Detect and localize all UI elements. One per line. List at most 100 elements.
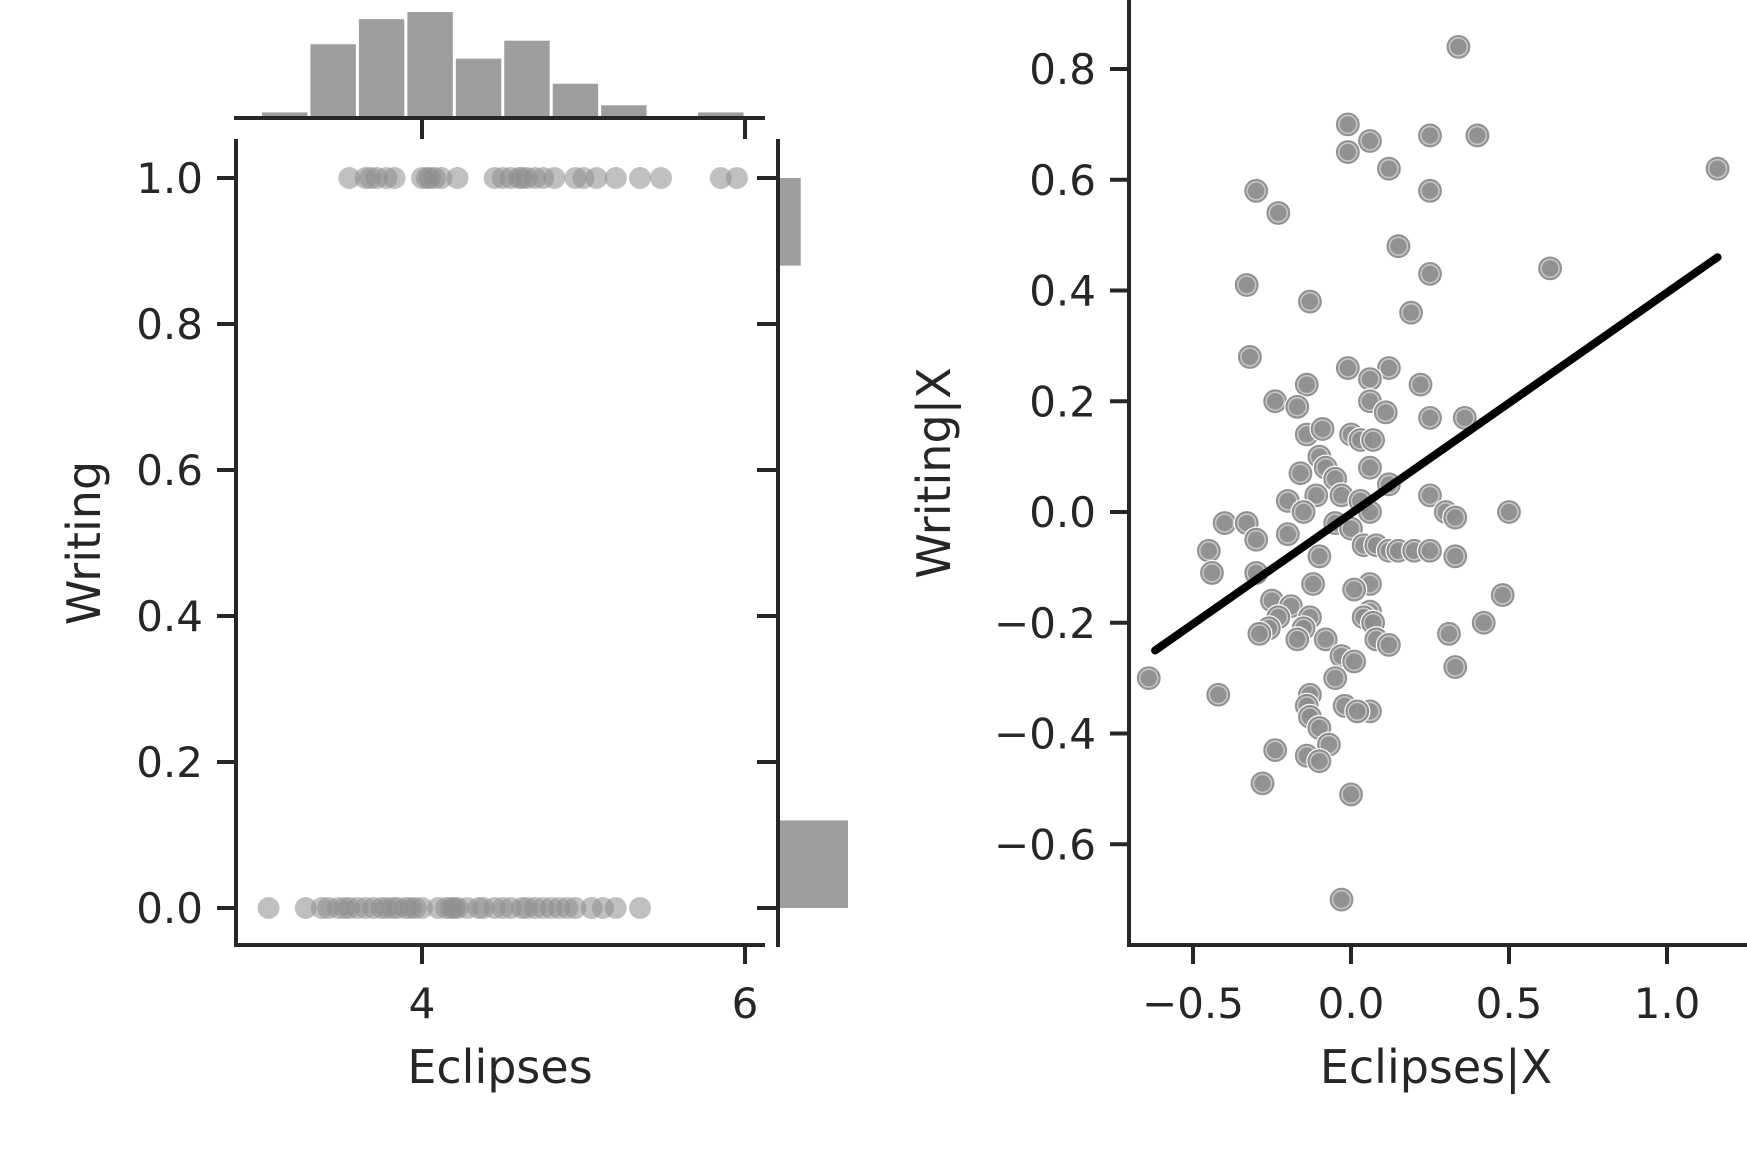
marginal-y-bar [780, 178, 801, 266]
partial-point-ring [1445, 657, 1466, 677]
marginal-y-histogram [757, 139, 848, 947]
joint-y-axis-title: Writing [57, 461, 111, 625]
partial-point-ring [1331, 889, 1352, 910]
joint-point [725, 167, 748, 189]
marginal-y-ticks [757, 176, 778, 910]
marginal-x-bar [262, 112, 308, 116]
joint-point [709, 167, 732, 189]
partial-x-axis-title: Eclipses|X [1320, 1040, 1552, 1095]
partial-point-ring [1312, 419, 1333, 439]
marginal-x-bar [698, 112, 744, 116]
partial-point-ring [1448, 37, 1469, 57]
partial-point-ring [1338, 114, 1358, 135]
joint-point [294, 897, 317, 919]
joint-y-ticks: 0.0 0.2 0.4 0.6 0.8 1.0 [136, 154, 236, 933]
marginal-y-bar [780, 820, 848, 908]
joint-point [543, 167, 566, 189]
joint-y-tick-label: 0.0 [136, 884, 203, 933]
partial-point-ring [1315, 629, 1336, 650]
partial-point-ring [1208, 684, 1229, 705]
partial-point-ring [1379, 635, 1399, 655]
joint-x-tick-label: 6 [732, 979, 759, 1028]
partial-point-ring [1199, 541, 1219, 561]
partial-y-tick-label: 0.6 [1029, 156, 1096, 205]
partial-point-ring [1492, 585, 1513, 605]
partial-point-ring [1252, 773, 1273, 794]
partial-x-tick-label: 0.5 [1476, 979, 1543, 1028]
partial-x-tick-label: 0.0 [1318, 979, 1385, 1028]
partial-point-ring [1303, 574, 1323, 594]
partial-point-ring [1139, 668, 1159, 688]
joint-point [650, 167, 673, 189]
joint-point [446, 167, 469, 189]
marginal-x-bars [262, 12, 744, 117]
partial-point-ring [1360, 457, 1380, 478]
partial-point-ring [1306, 485, 1326, 506]
partial-point-ring [1287, 397, 1308, 417]
joint-point [629, 167, 652, 189]
partial-point-ring [1268, 203, 1289, 223]
partial-point-ring [1420, 485, 1440, 506]
partial-point-ring [1445, 507, 1466, 528]
partial-point-ring [1344, 651, 1364, 672]
partial-point-ring [1540, 258, 1560, 279]
partial-point-ring [1347, 701, 1368, 722]
partial-point-ring [1401, 302, 1421, 323]
partial-point-ring [1246, 181, 1266, 201]
partial-y-tick-label: −0.4 [994, 710, 1096, 759]
partial-point-ring [1455, 408, 1475, 428]
joint-point [411, 897, 433, 919]
partial-y-tick-label: −0.2 [994, 599, 1096, 648]
joint-point [629, 897, 652, 919]
joint-x-tick-label: 4 [409, 979, 436, 1028]
partial-x-tick-label: 1.0 [1634, 979, 1701, 1028]
marginal-x-bar [504, 40, 550, 117]
partial-point-ring [1202, 563, 1222, 583]
partial-point-ring [1499, 502, 1519, 522]
partial-point-ring [1376, 402, 1396, 423]
regression-fit-line [1151, 253, 1722, 655]
marginal-x-histogram [234, 12, 765, 139]
joint-point [383, 167, 406, 189]
marginal-y-bars [780, 178, 848, 908]
partial-point-ring [1341, 518, 1361, 539]
partial-y-tick-label: 0.4 [1029, 267, 1096, 316]
partial-point-ring [1293, 502, 1314, 522]
joint-y-tick-label: 0.4 [136, 592, 203, 641]
partial-point-ring [1236, 275, 1257, 295]
partial-point-ring [1265, 391, 1285, 411]
partial-point-ring [1344, 579, 1364, 600]
partial-point-ring [1379, 158, 1399, 179]
joint-x-axis-title: Eclipses [407, 1040, 592, 1094]
joint-point [564, 897, 587, 919]
partial-point-ring [1439, 624, 1459, 644]
partial-y-tick-label: 0.2 [1029, 377, 1096, 426]
joint-y-tick-label: 0.6 [136, 446, 203, 495]
partial-point-ring [1388, 236, 1409, 256]
partial-point-ring [1379, 358, 1399, 378]
joint-point [257, 897, 280, 919]
partial-point-ring [1707, 158, 1728, 179]
partial-point-ring [1420, 541, 1440, 561]
marginal-x-bar [601, 105, 647, 116]
partial-point-ring [1420, 408, 1440, 428]
partial-y-axis-title: Writing|X [907, 367, 962, 578]
partial-point-ring [1360, 131, 1380, 151]
joint-points [257, 167, 748, 919]
partial-point-ring [1300, 291, 1320, 312]
partial-point-ring [1214, 513, 1235, 533]
partial-point-ring [1473, 613, 1494, 633]
partial-point-ring [1246, 529, 1266, 550]
joint-y-tick-label: 0.2 [136, 738, 203, 787]
marginal-x-bar [407, 12, 453, 116]
partial-point-ring [1240, 347, 1260, 367]
partial-point-ring [1445, 546, 1466, 567]
partial-point-ring [1249, 624, 1270, 644]
partial-point-ring [1325, 668, 1345, 688]
partial-point-ring [1410, 374, 1431, 395]
partial-regression-panel: −0.5 0.0 0.5 1.0 −0.6 −0.4 −0.2 0.0 0.2 0.4 0.6 0.… [907, 0, 1747, 1095]
joint-point [604, 167, 627, 189]
partial-y-tick-label: 0.8 [1029, 45, 1096, 94]
